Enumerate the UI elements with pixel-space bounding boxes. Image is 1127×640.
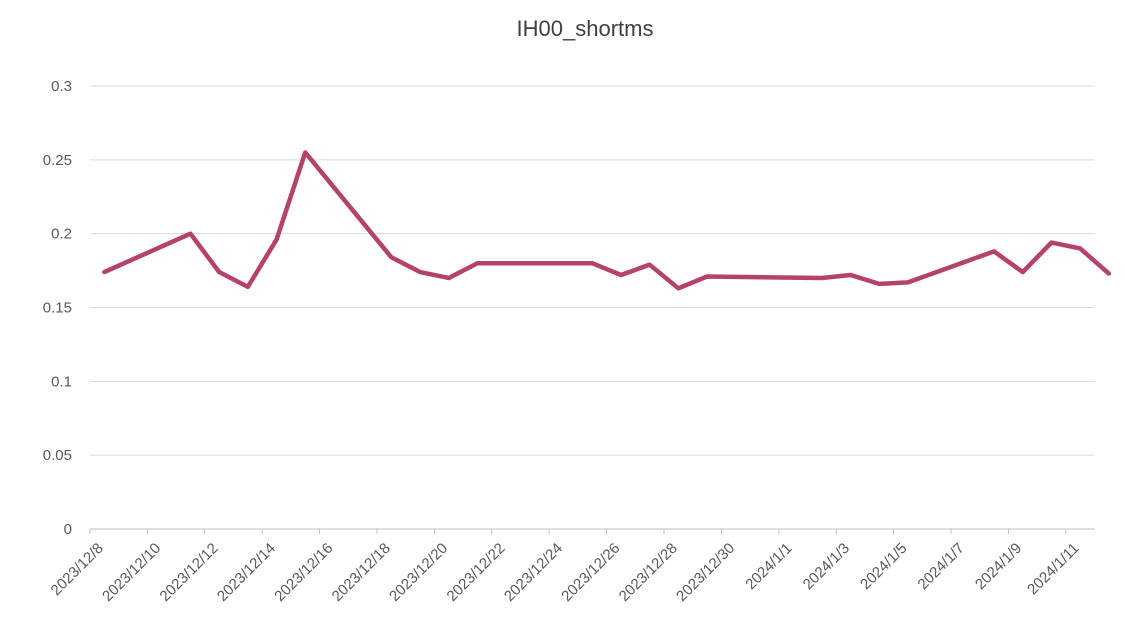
y-tick-label: 0 [64,521,72,538]
x-tick-label: 2024/1/3 [800,540,853,593]
x-tick-label: 2023/12/8 [48,540,107,599]
y-tick-label: 0.25 [43,152,72,169]
x-tick-label: 2024/1/5 [857,540,910,593]
line-series [102,150,1112,291]
y-tick-label: 0.3 [51,78,72,95]
x-tick-label: 2024/1/7 [915,540,968,593]
chart-title: IH00_shortms [517,16,654,41]
x-tick-label: 2023/12/10 [99,540,164,605]
y-tick-label: 0.15 [43,300,72,317]
y-tick-label: 0.2 [51,226,72,243]
x-tick-label: 2023/12/28 [616,540,681,605]
x-tick-label: 2024/1/1 [742,540,795,593]
x-tick-label: 2023/12/16 [271,540,336,605]
x-tick-label: 2023/12/30 [673,540,738,605]
x-tick-label: 2023/12/18 [329,540,394,605]
x-tick-label: 2024/1/11 [1024,540,1082,598]
x-tick-label: 2023/12/22 [444,540,509,605]
y-tick-label: 0.05 [43,447,72,464]
x-tick-label: 2023/12/26 [558,540,623,605]
x-tick-label: 2024/1/9 [972,540,1025,593]
y-tick-label: 0.1 [51,373,72,390]
x-tick-label: 2023/12/14 [214,540,279,605]
x-tick-label: 2023/12/12 [157,540,222,605]
x-tick-label: 2023/12/20 [386,540,451,605]
x-tick-label: 2023/12/24 [501,540,566,605]
